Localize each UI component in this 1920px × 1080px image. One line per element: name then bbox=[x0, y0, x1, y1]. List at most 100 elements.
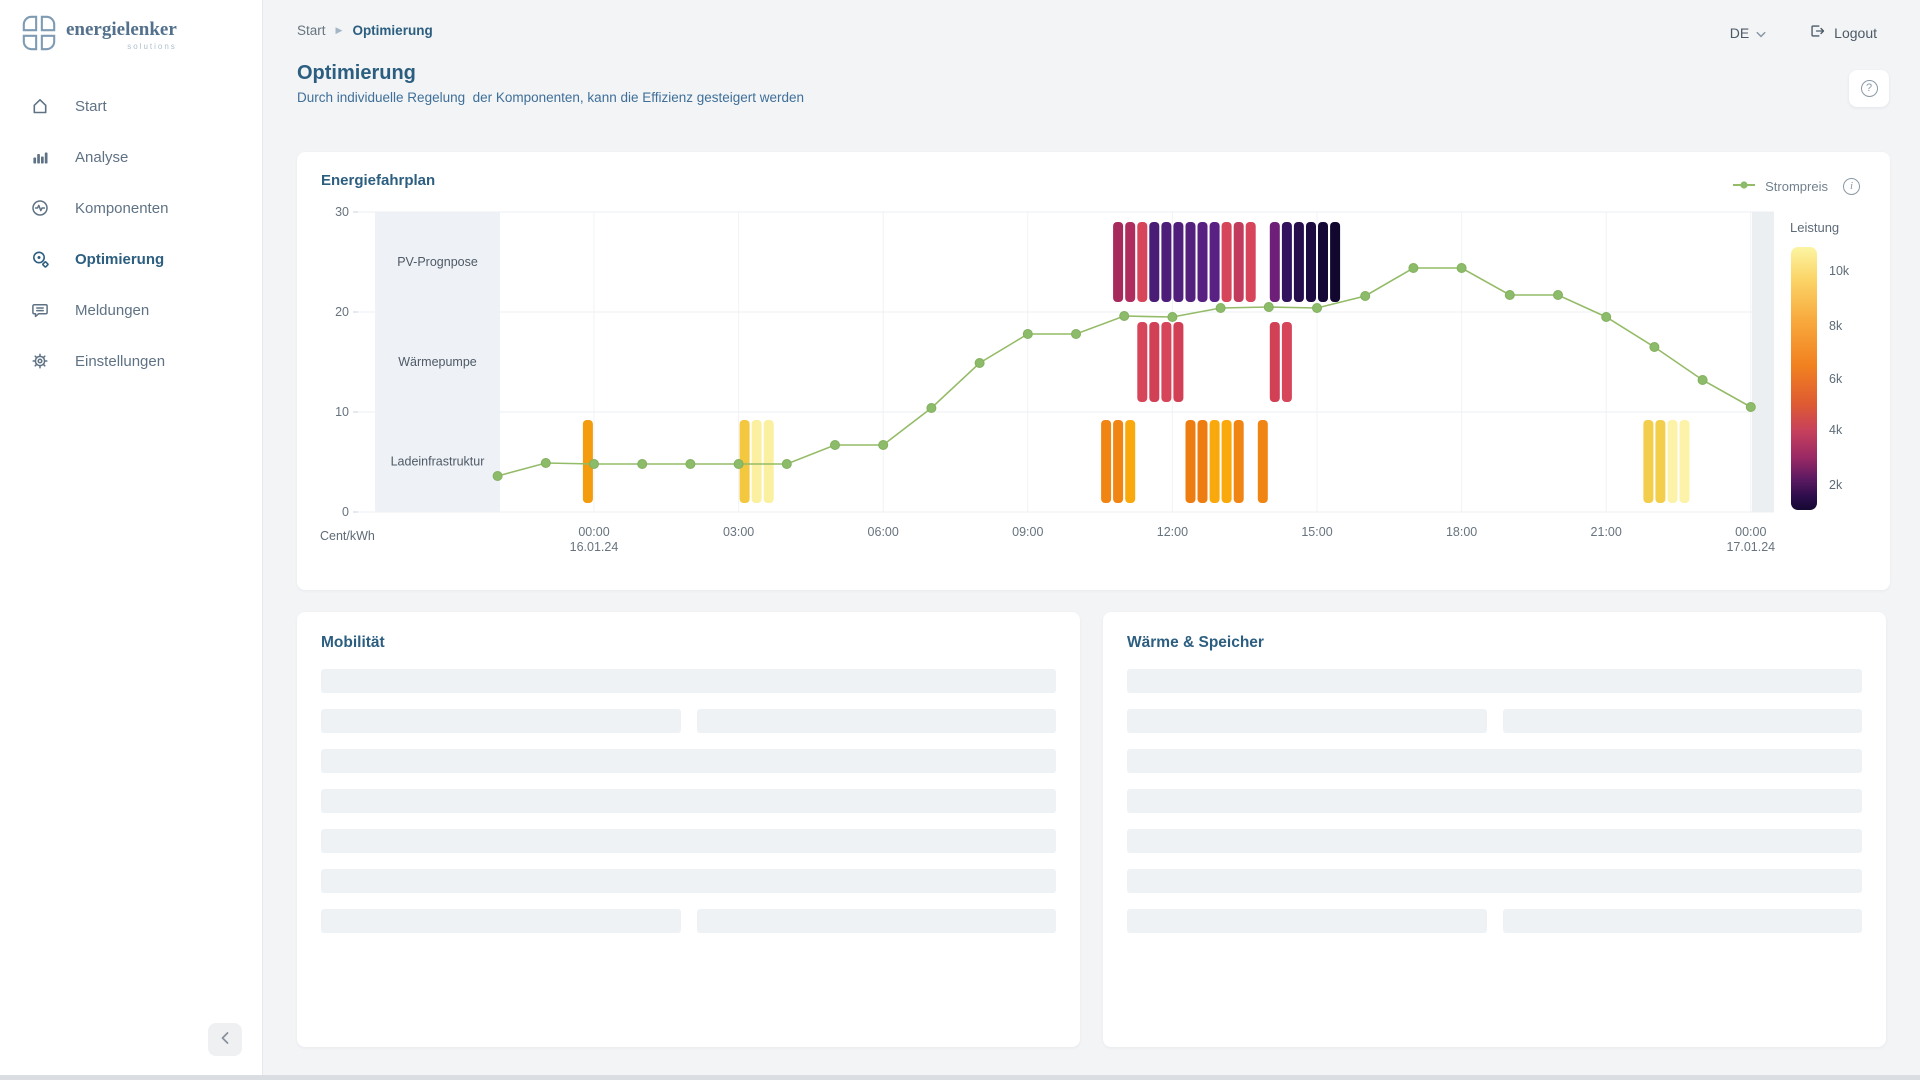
skeleton-bar bbox=[321, 909, 681, 933]
logout-label: Logout bbox=[1834, 24, 1877, 41]
home-icon bbox=[30, 96, 50, 116]
svg-text:2k: 2k bbox=[1829, 478, 1843, 492]
energiefahrplan-card: 0 10 20 30 PV-Prognpose Wärmepumpe Ladeinfrast… bbox=[297, 152, 1890, 590]
skeleton-row bbox=[321, 909, 1056, 933]
skeleton-row bbox=[1127, 829, 1862, 853]
skeleton-bar bbox=[321, 789, 1056, 813]
skeleton-bar bbox=[1502, 909, 1862, 933]
skeleton-bar bbox=[1127, 669, 1862, 693]
sidebar-nav: Start Analyse Komponenten Optimierung Meldun… bbox=[0, 86, 262, 392]
svg-text:18:00: 18:00 bbox=[1446, 525, 1477, 539]
sidebar-item-start[interactable]: Start bbox=[0, 86, 262, 126]
skeleton-row bbox=[321, 829, 1056, 853]
strompreis-legend-marker-icon bbox=[1732, 177, 1756, 195]
skeleton-row bbox=[321, 669, 1056, 693]
skeleton-bar bbox=[1127, 789, 1862, 813]
messages-icon bbox=[30, 300, 50, 320]
sidebar-item-analyse[interactable]: Analyse bbox=[0, 137, 262, 177]
page-subtitle: Durch individuelle Regelung der Komponen… bbox=[297, 90, 805, 105]
brand-name: energielenker bbox=[66, 19, 177, 40]
legend-strompreis[interactable]: Strompreis bbox=[1765, 178, 1828, 194]
skeleton-row bbox=[321, 869, 1056, 893]
sidebar-item-komponenten[interactable]: Komponenten bbox=[0, 188, 262, 228]
sidebar-item-einstellungen[interactable]: Einstellungen bbox=[0, 341, 262, 381]
skeleton-bar bbox=[321, 749, 1056, 773]
svg-text:09:00: 09:00 bbox=[1012, 525, 1043, 539]
chevron-left-icon bbox=[219, 1031, 231, 1048]
energiefahrplan-chart[interactable]: 0 10 20 30 PV-Prognpose Wärmepumpe Ladeinfrast… bbox=[297, 152, 1890, 590]
chart-title: Energiefahrplan bbox=[321, 172, 436, 189]
energielenker-logo-icon bbox=[20, 14, 58, 57]
svg-text:06:00: 06:00 bbox=[868, 525, 899, 539]
breadcrumb-arrow-icon: ▶ bbox=[335, 25, 343, 35]
skeleton-bar bbox=[1127, 749, 1862, 773]
sidebar-item-optimierung[interactable]: Optimierung bbox=[0, 239, 262, 279]
svg-text:03:00: 03:00 bbox=[723, 525, 754, 539]
skeleton-loader bbox=[321, 669, 1056, 933]
svg-text:10k: 10k bbox=[1829, 264, 1850, 278]
chevron-down-icon bbox=[1756, 25, 1766, 41]
language-dropdown[interactable]: DE bbox=[1730, 25, 1766, 41]
svg-text:17.01.24: 17.01.24 bbox=[1726, 540, 1775, 554]
language-value: DE bbox=[1729, 24, 1750, 41]
sidebar-item-label: Komponenten bbox=[75, 199, 169, 217]
svg-text:Wärmepumpe: Wärmepumpe bbox=[398, 355, 477, 369]
card-title: Mobilität bbox=[321, 634, 385, 651]
logout-button[interactable]: Logout bbox=[1808, 22, 1877, 43]
skeleton-bar bbox=[321, 669, 1056, 693]
horizontal-scrollbar[interactable] bbox=[0, 1075, 1920, 1080]
sidebar-item-label: Optimierung bbox=[75, 250, 165, 268]
skeleton-row bbox=[1127, 669, 1862, 693]
brand-tagline: solutions bbox=[127, 42, 177, 51]
skeleton-bar bbox=[696, 909, 1056, 933]
sidebar-item-label: Meldungen bbox=[75, 301, 150, 319]
breadcrumb-current: Optimierung bbox=[352, 23, 433, 38]
svg-text:00:00: 00:00 bbox=[1735, 525, 1766, 539]
skeleton-row bbox=[1127, 869, 1862, 893]
chart-legend: Strompreis i bbox=[1732, 177, 1860, 195]
sidebar-item-label: Start bbox=[75, 97, 107, 115]
brand-logo: energielenker solutions bbox=[20, 14, 177, 57]
skeleton-row bbox=[321, 789, 1056, 813]
help-button[interactable]: ? bbox=[1849, 70, 1889, 107]
skeleton-bar bbox=[1502, 709, 1862, 733]
svg-text:6k: 6k bbox=[1829, 372, 1843, 386]
components-pulse-icon bbox=[30, 198, 50, 218]
svg-text:Leistung: Leistung bbox=[1790, 220, 1839, 235]
bar-chart-icon bbox=[30, 147, 50, 167]
skeleton-row bbox=[1127, 789, 1862, 813]
sidebar-item-label: Einstellungen bbox=[75, 352, 166, 370]
skeleton-row bbox=[1127, 749, 1862, 773]
skeleton-bar bbox=[321, 869, 1056, 893]
waerme-speicher-card: Wärme & Speicher bbox=[1103, 612, 1886, 1047]
mobilitaet-card: Mobilität bbox=[297, 612, 1080, 1047]
skeleton-bar bbox=[1127, 909, 1487, 933]
skeleton-row bbox=[321, 749, 1056, 773]
svg-text:15:00: 15:00 bbox=[1301, 525, 1332, 539]
sidebar: energielenker solutions Start Analyse Komp… bbox=[0, 0, 263, 1080]
svg-text:4k: 4k bbox=[1829, 423, 1843, 437]
sidebar-collapse-button[interactable] bbox=[208, 1023, 242, 1056]
breadcrumb-start-link[interactable]: Start bbox=[297, 23, 326, 38]
svg-text:12:00: 12:00 bbox=[1157, 525, 1188, 539]
sidebar-item-meldungen[interactable]: Meldungen bbox=[0, 290, 262, 330]
skeleton-bar bbox=[1127, 869, 1862, 893]
skeleton-bar bbox=[321, 829, 1056, 853]
svg-text:16.01.24: 16.01.24 bbox=[570, 540, 619, 554]
card-title: Wärme & Speicher bbox=[1127, 634, 1264, 651]
svg-text:10: 10 bbox=[335, 405, 349, 419]
svg-text:21:00: 21:00 bbox=[1591, 525, 1622, 539]
skeleton-bar bbox=[321, 709, 681, 733]
skeleton-row bbox=[1127, 709, 1862, 733]
question-mark-icon: ? bbox=[1860, 80, 1878, 97]
svg-text:Ladeinfrastruktur: Ladeinfrastruktur bbox=[391, 455, 485, 469]
skeleton-bar bbox=[1127, 829, 1862, 853]
sidebar-item-label: Analyse bbox=[75, 148, 129, 166]
skeleton-loader bbox=[1127, 669, 1862, 933]
optimization-icon bbox=[30, 249, 50, 269]
main-content: Start ▶ Optimierung DE Logout Optimierun… bbox=[263, 0, 1920, 1080]
svg-text:20: 20 bbox=[335, 305, 349, 319]
svg-text:PV-Prognpose: PV-Prognpose bbox=[397, 255, 478, 269]
info-icon[interactable]: i bbox=[1843, 177, 1860, 195]
skeleton-row bbox=[321, 709, 1056, 733]
